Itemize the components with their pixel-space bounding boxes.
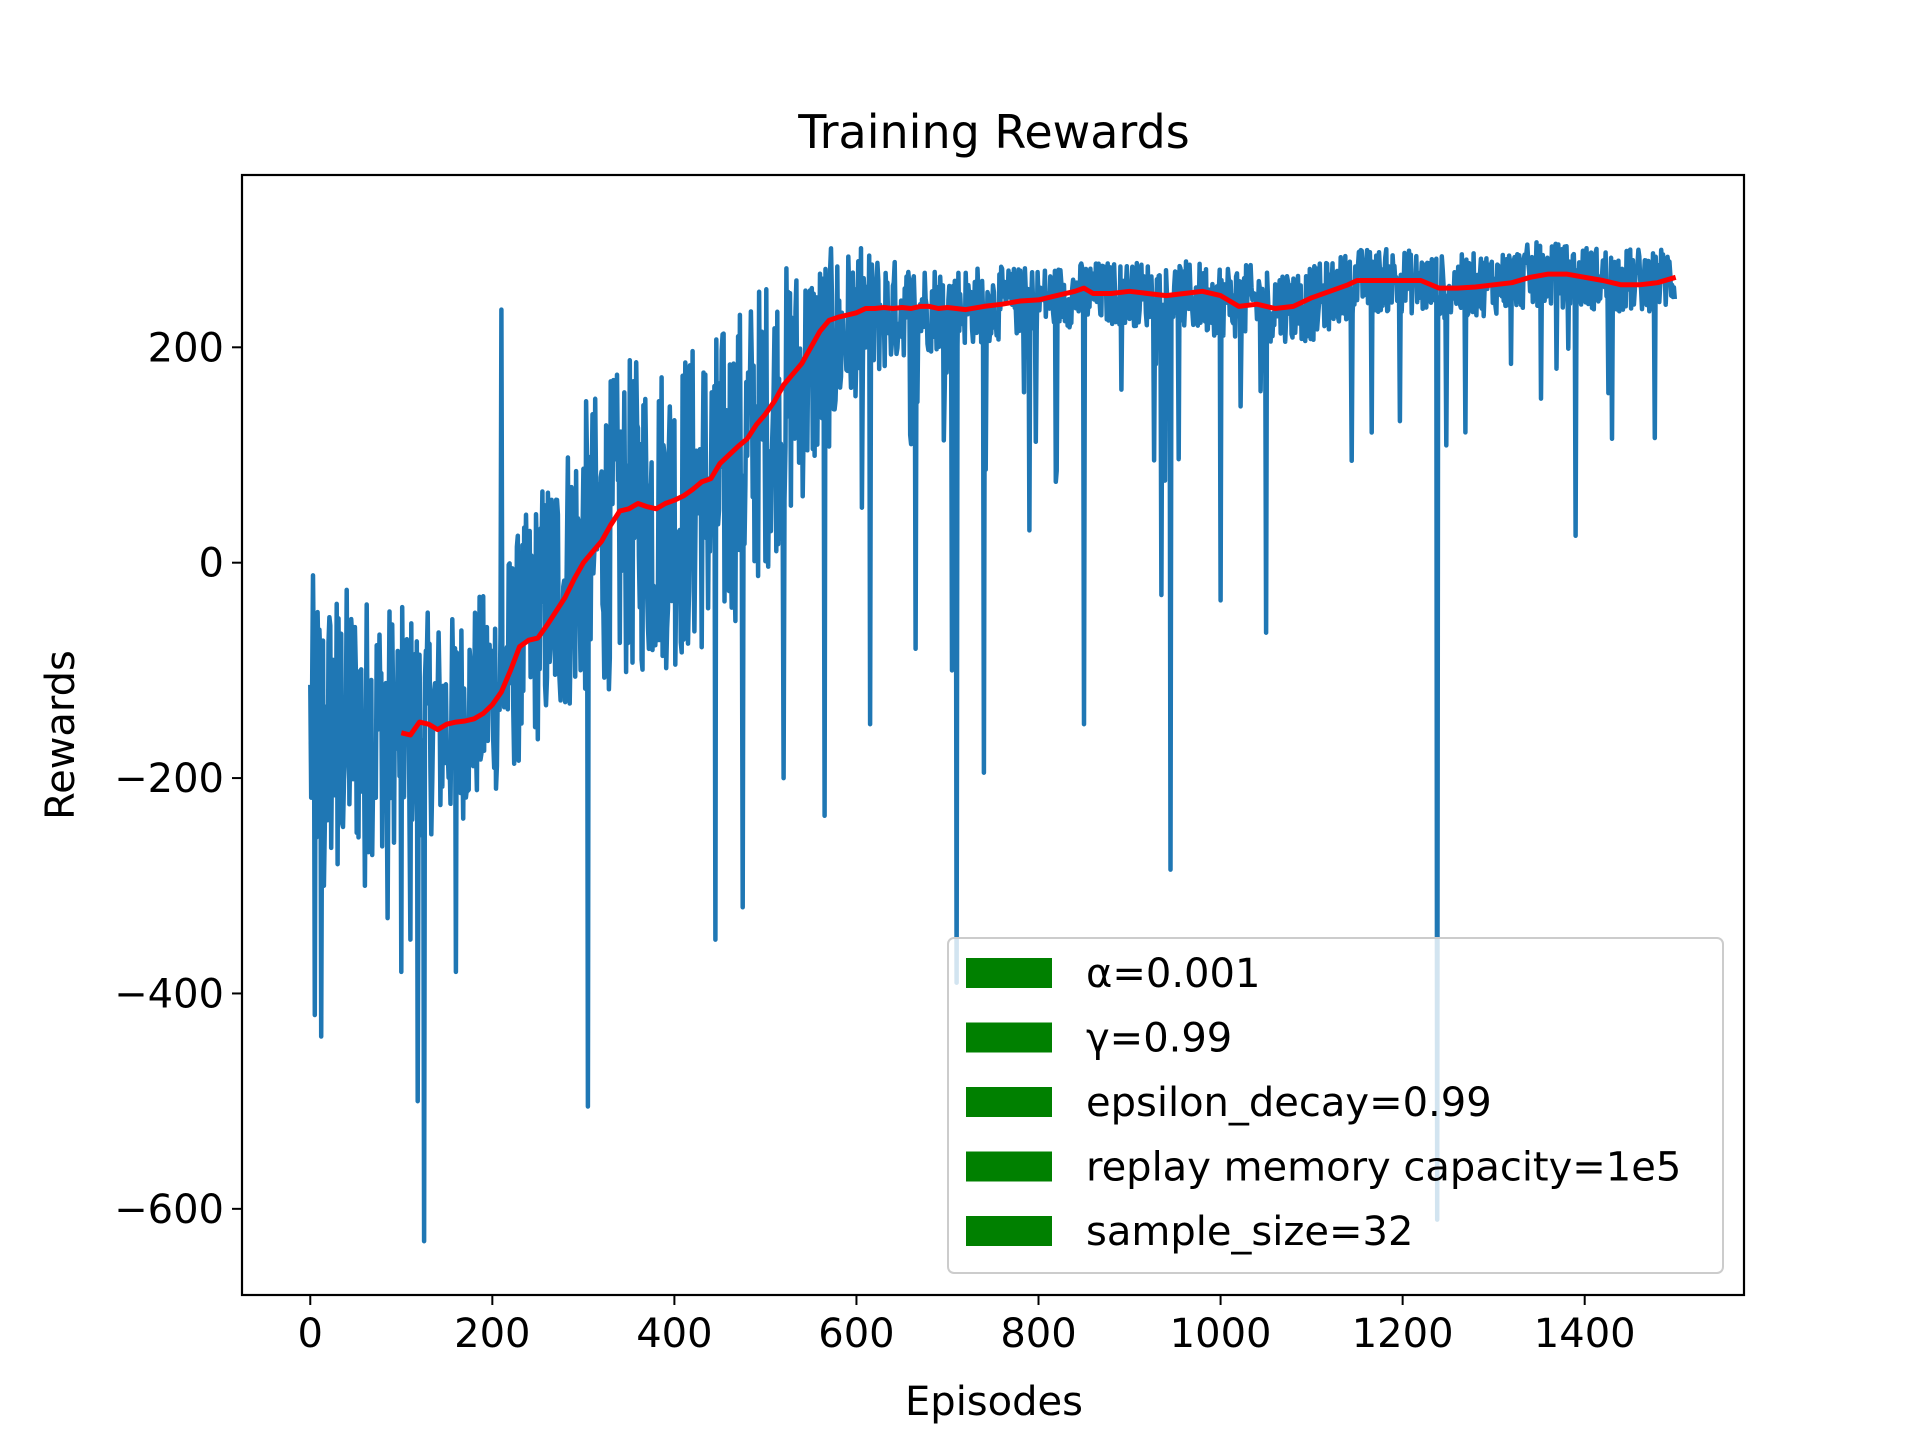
y-axis-ticks: −600 −400 −200 0 200 xyxy=(114,325,242,1233)
y-tick-label: 0 xyxy=(199,541,224,587)
legend-frame xyxy=(947,937,1724,1274)
y-axis-title: Rewards xyxy=(38,650,84,820)
legend-swatch xyxy=(966,1151,1052,1182)
plot-area xyxy=(308,240,1678,1244)
x-tick-label: 0 xyxy=(298,1311,323,1357)
y-tick-label: −600 xyxy=(114,1187,224,1233)
plot-frame xyxy=(240,173,1746,1297)
x-tick-label: 1400 xyxy=(1534,1311,1636,1357)
legend-label: α=0.001 xyxy=(1086,951,1260,997)
legend-label: replay memory capacity=1e5 xyxy=(1086,1145,1681,1191)
y-tick-label: −400 xyxy=(114,971,224,1017)
legend-swatch xyxy=(966,1216,1052,1246)
legend-label: γ=0.99 xyxy=(1086,1016,1232,1062)
x-tick-label: 1200 xyxy=(1352,1311,1454,1357)
x-tick-label: 600 xyxy=(818,1311,894,1357)
legend-label: sample_size=32 xyxy=(1086,1209,1413,1255)
x-tick-label: 800 xyxy=(1000,1311,1076,1357)
x-axis-title: Episodes xyxy=(905,1379,1083,1425)
chart-title: Training Rewards xyxy=(797,105,1189,159)
raw-rewards-series xyxy=(308,240,1678,1244)
raw-rewards-line xyxy=(308,240,1678,1244)
legend-swatch xyxy=(966,1022,1052,1053)
x-axis-ticks: 0 200 400 600 800 1000 1200 1400 xyxy=(298,1295,1636,1357)
moving-average-series xyxy=(400,271,1677,738)
moving-average-line xyxy=(400,271,1677,738)
y-tick-label: −200 xyxy=(114,756,224,802)
x-tick-label: 1000 xyxy=(1170,1311,1272,1357)
y-tick-label: 200 xyxy=(148,325,224,371)
x-tick-label: 200 xyxy=(454,1311,530,1357)
legend-label: epsilon_decay=0.99 xyxy=(1086,1080,1492,1126)
x-tick-label: 400 xyxy=(636,1311,712,1357)
legend-swatch xyxy=(966,1087,1052,1117)
legend-swatch xyxy=(966,958,1052,988)
